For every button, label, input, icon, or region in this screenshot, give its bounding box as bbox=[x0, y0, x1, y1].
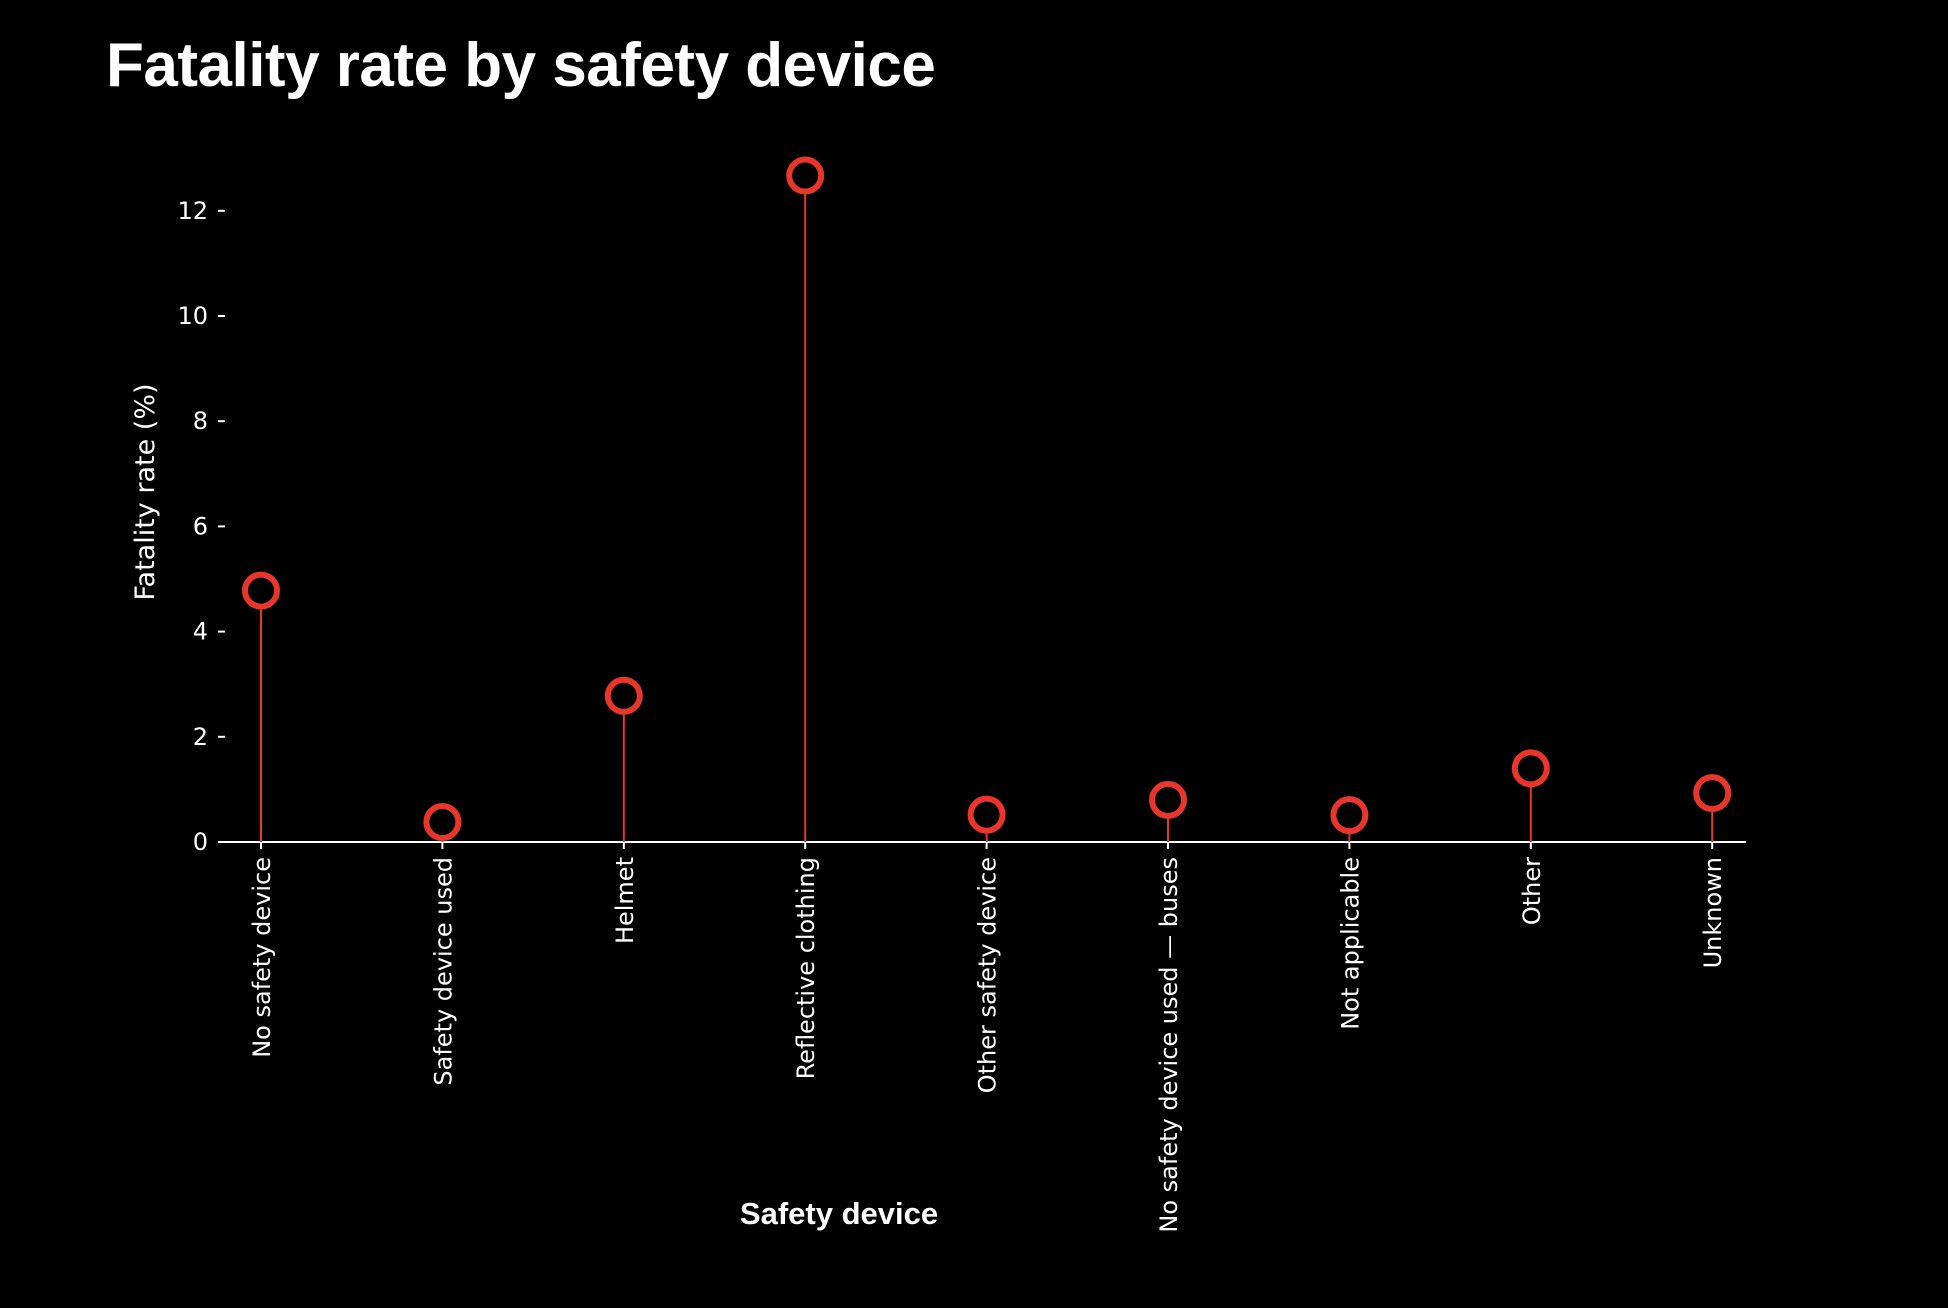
y-tick-label: 8 bbox=[193, 407, 208, 435]
markers bbox=[242, 156, 1732, 842]
x-tick-label: Reflective clothing bbox=[792, 857, 820, 1079]
y-tick-label: 2 bbox=[193, 723, 208, 751]
chart-title: Fatality rate by safety device bbox=[106, 31, 936, 100]
lollipop-marker bbox=[786, 156, 825, 195]
stems bbox=[260, 175, 1714, 842]
x-tick-label: Helmet bbox=[611, 857, 639, 944]
x-tick-label: Unknown bbox=[1699, 857, 1727, 968]
y-tick-label: 6 bbox=[193, 512, 208, 540]
y-tick-label: 10 bbox=[177, 302, 208, 330]
lollipop-marker bbox=[604, 676, 643, 715]
lollipop-marker bbox=[1149, 780, 1187, 819]
lollipop-marker bbox=[242, 571, 280, 610]
lollipop-marker bbox=[1693, 774, 1732, 813]
x-tick-label: Safety device used bbox=[429, 857, 457, 1086]
lollipop-marker bbox=[1511, 749, 1550, 788]
x-tick-label: No safety device used — buses bbox=[1155, 857, 1183, 1233]
y-tick-label: 12 bbox=[177, 197, 208, 225]
lollipop-marker bbox=[423, 803, 462, 842]
x-tick-labels: No safety device Safety device used Helmet… bbox=[248, 857, 1727, 1233]
x-axis bbox=[218, 841, 1746, 849]
y-tick-label: 0 bbox=[193, 828, 208, 856]
lollipop-marker bbox=[967, 795, 1006, 834]
x-axis-title: Safety device bbox=[740, 1196, 938, 1231]
y-axis: 0 2 4 6 8 10 12 bbox=[177, 197, 225, 856]
x-tick-label: Other bbox=[1518, 857, 1546, 925]
x-tick-label: Not applicable bbox=[1336, 857, 1364, 1030]
lollipop-marker bbox=[1330, 796, 1369, 835]
y-axis-title: Fatality rate (%) bbox=[130, 383, 161, 600]
x-tick-label: Other safety device bbox=[974, 857, 1002, 1093]
y-tick-label: 4 bbox=[193, 618, 208, 646]
x-tick-label: No safety device bbox=[248, 857, 276, 1058]
